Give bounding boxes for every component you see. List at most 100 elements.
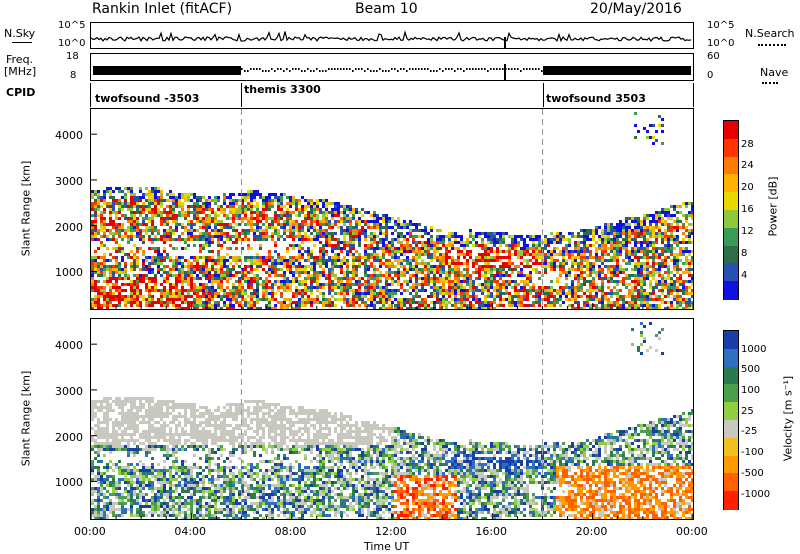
heatmap-cell: [181, 256, 184, 259]
heatmap-cell: [592, 277, 595, 280]
heatmap-cell: [643, 295, 646, 298]
heatmap-cell: [256, 190, 259, 193]
heatmap-cell: [97, 301, 100, 304]
freq-dot: [244, 70, 246, 72]
power-cb-label: Power [dB]: [766, 176, 780, 237]
heatmap-cell: [289, 232, 292, 235]
heatmap-cell: [319, 211, 322, 214]
heatmap-cell: [157, 247, 160, 250]
heatmap-cell: [421, 301, 424, 304]
heatmap-cell: [322, 223, 325, 226]
heatmap-cell: [676, 253, 679, 256]
heatmap-cell: [355, 211, 358, 214]
heatmap-cell: [244, 193, 247, 196]
heatmap-cell: [184, 229, 187, 232]
heatmap-cell: [322, 298, 325, 301]
heatmap-cell: [427, 262, 430, 265]
heatmap-cell: [244, 217, 247, 220]
heatmap-cell: [310, 223, 313, 226]
heatmap-cell: [283, 280, 286, 283]
power-cb-tick-24: 24: [741, 160, 754, 171]
heatmap-cell: [214, 217, 217, 220]
heatmap-cell: [415, 256, 418, 259]
heatmap-cell: [688, 262, 691, 265]
heatmap-cell: [490, 250, 493, 253]
heatmap-cell: [268, 223, 271, 226]
heatmap-cell: [562, 271, 565, 274]
freq-dot: [514, 68, 516, 70]
heatmap-cell: [226, 274, 229, 277]
heatmap-cell: [679, 205, 682, 208]
heatmap-cell: [100, 274, 103, 277]
heatmap-cell: [178, 304, 181, 307]
cpid-panel: twofsound -3503 themis 3300 twofsound 35…: [90, 83, 694, 107]
heatmap-cell: [631, 253, 634, 256]
heatmap-cell: [532, 295, 535, 298]
heatmap-cell: [457, 280, 460, 283]
heatmap-cell: [289, 196, 292, 199]
heatmap-cell: [268, 196, 271, 199]
heatmap-cell: [325, 244, 328, 247]
heatmap-cell: [181, 298, 184, 301]
heatmap-cell: [238, 217, 241, 220]
heatmap-cell: [268, 208, 271, 211]
heatmap-cell: [136, 199, 139, 202]
heatmap-cell: [286, 229, 289, 232]
heatmap-cell: [436, 244, 439, 247]
heatmap-cell: [388, 307, 391, 309]
heatmap-cell: [625, 253, 628, 256]
heatmap-cell: [193, 205, 196, 208]
heatmap-cell: [103, 196, 106, 199]
heatmap-cell: [550, 253, 553, 256]
heatmap-cell: [205, 283, 208, 286]
heatmap-cell: [286, 220, 289, 223]
heatmap-cell: [610, 268, 613, 271]
heatmap-cell: [511, 253, 514, 256]
heatmap-cell: [502, 241, 505, 244]
heatmap-cell: [586, 235, 589, 238]
heatmap-cell: [547, 286, 550, 289]
heatmap-cell: [229, 226, 232, 229]
heatmap-cell: [622, 268, 625, 271]
heatmap-cell: [145, 277, 148, 280]
heatmap-cell: [343, 208, 346, 211]
heatmap-cell: [628, 295, 631, 298]
heatmap-cell: [109, 298, 112, 301]
heatmap-cell: [349, 271, 352, 274]
heatmap-cell: [637, 292, 640, 295]
heatmap-cell: [340, 286, 343, 289]
heatmap-cell: [592, 244, 595, 247]
heatmap-cell: [292, 235, 295, 238]
heatmap-cell: [493, 286, 496, 289]
heatmap-cell: [286, 277, 289, 280]
heatmap-cell: [568, 304, 571, 307]
heatmap-cell: [268, 202, 271, 205]
heatmap-cell: [439, 304, 442, 307]
heatmap-cell: [376, 286, 379, 289]
freq-trace: [93, 64, 691, 80]
freq-dot: [466, 68, 468, 70]
heatmap-cell: [358, 304, 361, 307]
heatmap-cell: [97, 472, 100, 475]
heatmap-cell: [163, 304, 166, 307]
heatmap-cell: [265, 220, 268, 223]
heatmap-cell: [577, 265, 580, 268]
heatmap-cell: [382, 217, 385, 220]
heatmap-cell: [145, 256, 148, 259]
heatmap-cell: [643, 214, 646, 217]
heatmap-cell: [628, 274, 631, 277]
heatmap-cell: [136, 220, 139, 223]
heatmap-cell: [451, 298, 454, 301]
heatmap-cell: [670, 232, 673, 235]
heatmap-cell: [295, 280, 298, 283]
heatmap-cell: [319, 223, 322, 226]
heatmap-cell: [385, 292, 388, 295]
heatmap-cell: [259, 238, 262, 241]
heatmap-cell: [673, 286, 676, 289]
heatmap-cell: [652, 262, 655, 265]
heatmap-cell: [562, 247, 565, 250]
heatmap-cell: [127, 253, 130, 256]
heatmap-cell: [514, 250, 517, 253]
heatmap-cell: [385, 262, 388, 265]
heatmap-cell: [289, 229, 292, 232]
